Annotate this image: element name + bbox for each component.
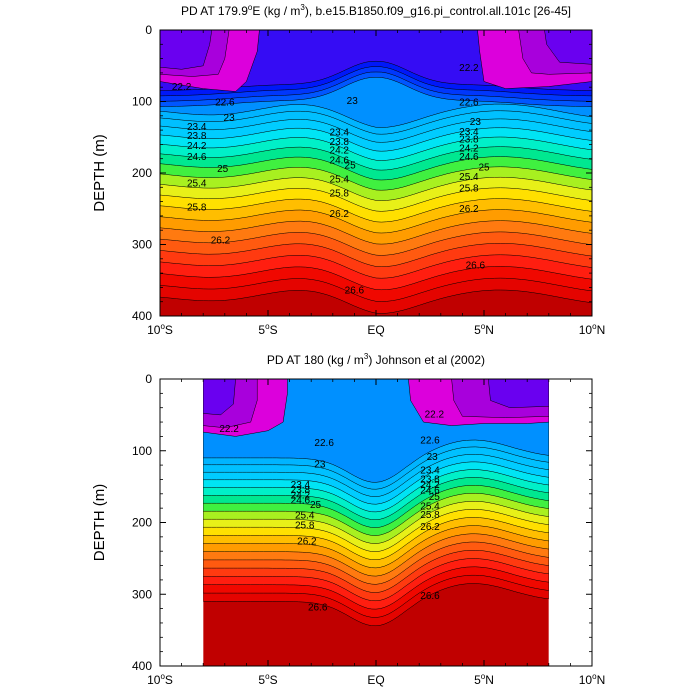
contour-label: 23.4 (459, 127, 479, 138)
contour-label: 24.6 (291, 496, 311, 507)
contour-label: 23.4 (291, 480, 311, 491)
contour-surface-21.8 (203, 379, 549, 416)
contour-label: 22.2 (219, 424, 239, 435)
contour-label: 25 (310, 500, 322, 511)
y-tick-label: 300 (132, 587, 152, 601)
contour-label: 26.6 (345, 286, 365, 297)
x-tick-label: 5oS (258, 322, 277, 337)
contour-label: 23 (347, 96, 359, 107)
contour-label: 26.6 (308, 602, 328, 613)
contour-label: 26.6 (466, 261, 486, 272)
contour-label: 24.2 (420, 480, 440, 491)
y-tick-label: 100 (132, 95, 152, 109)
contour-label: 22.6 (459, 98, 479, 109)
x-tick-label: 10oN (579, 322, 605, 337)
contour-label: 23.8 (459, 135, 479, 146)
contour-label: 23.8 (330, 137, 350, 148)
contour-label: 25.4 (187, 178, 207, 189)
contour-label: 24.6 (187, 152, 207, 163)
x-tick-label: EQ (367, 673, 384, 687)
contour-fills (160, 30, 592, 316)
y-tick-label: 300 (132, 238, 152, 252)
contour-label: 24.6 (420, 485, 440, 496)
contour-label: 26.2 (420, 522, 440, 533)
contour-label: 22.2 (459, 63, 479, 74)
contour-label: 23.4 (187, 122, 207, 133)
contour-surface-21 (160, 30, 592, 92)
contour-label: 25.4 (330, 175, 350, 186)
x-tick-label: 10oS (147, 322, 173, 337)
contour-label: 26.2 (459, 204, 479, 215)
y-axis-label: DEPTH (m) (91, 484, 108, 562)
contour-label: 26.2 (330, 209, 350, 220)
y-tick-label: 0 (145, 372, 152, 386)
contour-label: 25.8 (295, 521, 315, 532)
contour-label: 23.8 (187, 131, 207, 142)
contour-label: 25 (345, 160, 357, 171)
contour-label: 25.8 (459, 183, 479, 194)
contour-label: 26.2 (211, 235, 231, 246)
x-tick-label: 5oN (474, 322, 494, 337)
contour-label: 26.6 (420, 591, 440, 602)
contour-label: 24.2 (291, 491, 311, 502)
chart-panel-0: 22.222.62323.423.824.224.62525.425.826.2… (91, 3, 605, 337)
contour-label: 24.2 (330, 145, 350, 156)
contour-fills (203, 379, 549, 666)
y-tick-label: 0 (145, 23, 152, 37)
contour-label: 23.8 (291, 485, 311, 496)
contour-label: 25 (217, 164, 229, 175)
contour-label: 23.4 (330, 128, 350, 139)
contour-label: 23 (314, 460, 326, 471)
contour-label: 23.8 (420, 475, 440, 486)
contour-label: 22.6 (215, 98, 235, 109)
contour-label: 25.8 (420, 510, 440, 521)
x-tick-label: 10oS (147, 672, 173, 687)
contour-surface-21.8 (160, 30, 592, 70)
y-tick-label: 200 (132, 516, 152, 530)
contour-label: 24.6 (459, 152, 479, 163)
contour-label: 25.4 (295, 511, 315, 522)
contour-label: 26.2 (297, 536, 317, 547)
contour-label: 23 (224, 113, 236, 124)
y-tick-label: 100 (132, 444, 152, 458)
chart-title: PD AT 179.9oE (kg / m3), b.e15.B1850.f09… (181, 3, 571, 18)
contour-label: 25.4 (420, 501, 440, 512)
contour-label: 24.2 (459, 143, 479, 154)
chart-title: PD AT 180 (kg / m3) Johnson et al (2002) (267, 352, 485, 367)
contour-label: 22.2 (172, 82, 192, 93)
x-tick-label: EQ (367, 323, 384, 337)
y-axis-label: DEPTH (m) (91, 134, 108, 212)
contour-label: 25.8 (330, 188, 350, 199)
y-tick-label: 200 (132, 166, 152, 180)
contour-surface-21.4 (203, 379, 549, 429)
contour-label: 22.6 (314, 438, 334, 449)
contour-label: 22.6 (420, 435, 440, 446)
x-tick-label: 5oN (474, 672, 494, 687)
y-tick-label: 400 (132, 659, 152, 673)
x-tick-label: 10oN (579, 672, 605, 687)
y-tick-label: 400 (132, 309, 152, 323)
contour-label: 23.4 (420, 465, 440, 476)
contour-label: 23 (470, 117, 482, 128)
contour-label: 25 (429, 492, 441, 503)
contour-label: 25.4 (459, 172, 479, 183)
contour-label: 23 (427, 452, 439, 463)
x-tick-label: 5oS (258, 672, 277, 687)
contour-label: 25 (478, 163, 490, 174)
contour-label: 24.2 (187, 141, 207, 152)
contour-label: 25.8 (187, 203, 207, 214)
contour-label: 24.6 (330, 155, 350, 166)
contour-label: 22.2 (425, 409, 445, 420)
